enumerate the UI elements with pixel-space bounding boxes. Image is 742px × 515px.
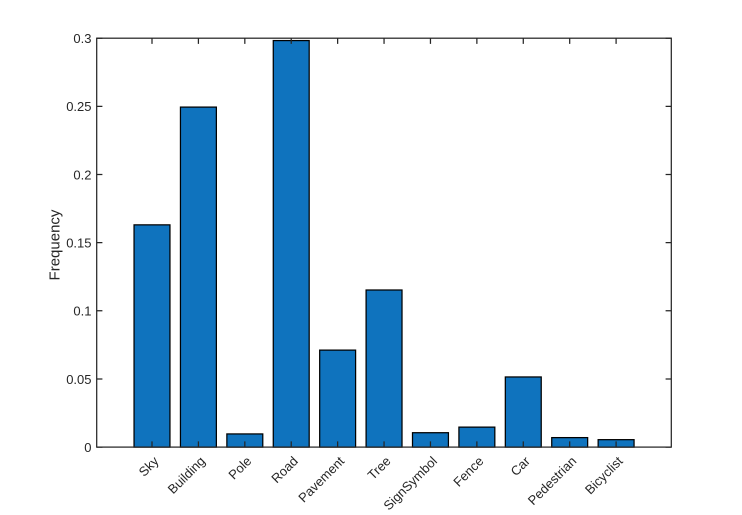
svg-text:0.2: 0.2 xyxy=(73,167,91,182)
svg-text:Sky: Sky xyxy=(136,453,162,479)
svg-text:Bicyclist: Bicyclist xyxy=(582,453,626,497)
svg-text:Frequency: Frequency xyxy=(47,209,64,280)
svg-text:0.1: 0.1 xyxy=(73,304,91,319)
svg-text:Tree: Tree xyxy=(365,453,394,482)
svg-text:0.15: 0.15 xyxy=(66,236,91,251)
svg-text:0.25: 0.25 xyxy=(66,99,91,114)
svg-text:0.3: 0.3 xyxy=(73,31,91,46)
svg-text:Pavement: Pavement xyxy=(295,453,347,505)
svg-text:Pedestrian: Pedestrian xyxy=(525,453,580,508)
svg-text:Car: Car xyxy=(507,453,533,479)
svg-text:Pole: Pole xyxy=(225,453,254,482)
svg-text:Road: Road xyxy=(268,453,301,486)
svg-text:0: 0 xyxy=(84,440,91,455)
svg-text:Building: Building xyxy=(165,453,208,496)
svg-text:Fence: Fence xyxy=(450,453,486,489)
svg-text:0.05: 0.05 xyxy=(66,372,91,387)
